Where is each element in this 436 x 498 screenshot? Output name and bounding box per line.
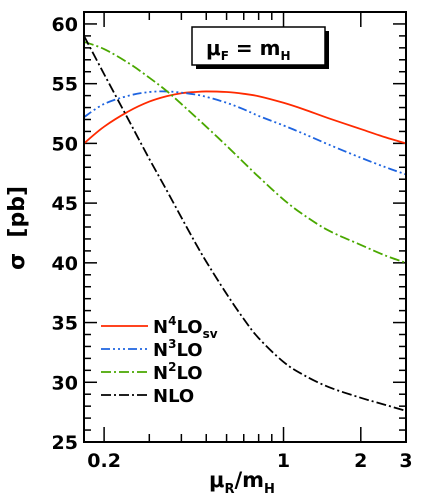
y-tick-label: 25: [52, 432, 78, 454]
tick-labels: 25 30 35 40 45 50 55 60 0.2 1 2 3: [52, 14, 413, 472]
legend-label-n2lo: N2LO: [153, 360, 203, 384]
y-tick-label: 30: [52, 372, 78, 394]
series-line-n3lo: [83, 90, 407, 176]
legend-label-n4losv: N4LOsv: [153, 314, 218, 341]
y-tick-label: 45: [52, 193, 78, 215]
y-tick-label: 35: [52, 313, 78, 335]
annotation-text: μF = mH: [206, 36, 291, 63]
x-tick-label: 0.2: [87, 450, 121, 472]
y-tick-label: 50: [52, 133, 78, 155]
y-tick-label: 40: [52, 253, 78, 275]
y-tick-label: 60: [52, 14, 78, 36]
y-tick-label: 55: [52, 74, 78, 96]
legend-label-n3lo: N3LO: [153, 337, 203, 361]
series-line-n2lo: [83, 41, 407, 264]
x-axis-label: μR/mH: [209, 468, 275, 497]
plot-frame: [83, 11, 407, 443]
annotation-frame: [191, 26, 326, 66]
x-tick-label: 3: [399, 450, 412, 472]
series-line-n4losv: [83, 90, 407, 145]
series-line-nlo: [83, 35, 407, 412]
y-axis-label: σ [pb]: [5, 186, 30, 270]
annotation-box: μF = mH: [191, 26, 329, 69]
tick-marks: [84, 11, 407, 443]
x-tick-label: 1: [277, 450, 290, 472]
x-tick-label: 2: [354, 450, 367, 472]
legend-label-nlo: NLO: [153, 386, 194, 407]
series-lines: [83, 35, 407, 412]
